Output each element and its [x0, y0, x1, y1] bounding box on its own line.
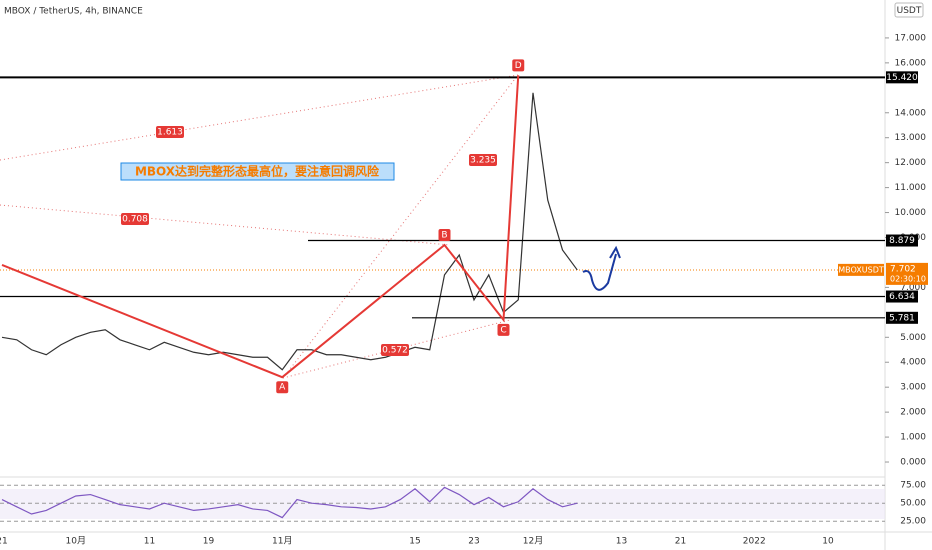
point-tag: [497, 323, 510, 336]
current-price-label: 7.702: [890, 264, 916, 274]
x-tick-label: 15: [409, 537, 420, 547]
y-tick-label: 10.000: [895, 208, 927, 218]
level-tag: [886, 71, 918, 84]
y-tick-label: 12.000: [895, 158, 927, 168]
level-label: 6.634: [889, 292, 915, 302]
y-tick-label: 3.000: [900, 383, 926, 393]
ratio-line: [0, 204, 451, 246]
ratio-label: 3.235: [470, 156, 496, 166]
ratio-tag: [469, 154, 497, 166]
ratio-label: 0.572: [382, 346, 408, 356]
point-label: A: [279, 383, 286, 393]
symbol-tag: [838, 263, 884, 276]
y-tick-label: 2.000: [900, 408, 926, 418]
currency-button[interactable]: [894, 2, 924, 18]
level-tag: [886, 234, 918, 247]
x-tick-label: 11月: [272, 536, 292, 547]
series-line: [1, 92, 578, 371]
ratio-label: 1.613: [157, 128, 183, 138]
x-tick-label: 23: [468, 537, 479, 547]
y-tick-label: 50.00: [900, 499, 926, 509]
y-tick-label: 25.00: [900, 517, 926, 527]
level-label: 5.781: [889, 313, 915, 323]
y-tick-label: 14.000: [895, 108, 927, 118]
y-tick-label: 7.000: [900, 283, 926, 293]
point-tag: [276, 381, 289, 394]
x-tick-label: 2022: [743, 537, 766, 547]
y-tick-label: 11.000: [895, 183, 927, 193]
series-line: [1, 486, 578, 519]
point-label: B: [441, 230, 447, 240]
y-tick-label: 1.000: [900, 433, 926, 443]
point-tag: [512, 59, 525, 72]
x-tick-label: 11: [144, 537, 155, 547]
rsi-band: [0, 489, 885, 519]
ratio-label: 0.708: [122, 215, 148, 225]
point-tag: [438, 228, 451, 241]
countdown: 02:30:10: [890, 274, 926, 283]
y-tick-label: 5.000: [900, 333, 926, 343]
symbol-label: MBOXUSDT: [838, 265, 884, 274]
ratio-tag: [156, 126, 184, 138]
x-tick-label: 10: [822, 537, 834, 547]
currency-label[interactable]: USDT: [897, 6, 922, 16]
x-tick-label: 12月: [523, 536, 543, 547]
x-tick-label: 21: [0, 537, 8, 547]
y-tick-label: 0.000: [900, 458, 926, 468]
y-tick-label: 4.000: [900, 358, 926, 368]
y-tick-label: 13.000: [895, 133, 927, 143]
chart-title: MBOX / TetherUS, 4h, BINANCE: [4, 7, 143, 17]
level-tag: [886, 311, 918, 324]
annotation-box: [120, 162, 395, 181]
x-tick-label: 10月: [66, 536, 86, 547]
level-label: 15.420: [886, 73, 918, 83]
pattern-line: [1, 75, 520, 379]
y-tick-label: 16.000: [895, 58, 927, 68]
y-tick-label: 17.000: [895, 33, 927, 43]
y-tick-label: 75.00: [900, 481, 926, 491]
x-tick-label: 13: [616, 537, 627, 547]
x-tick-label: 21: [675, 537, 686, 547]
current-price-mark: [886, 262, 928, 285]
projection-arrow: [582, 245, 621, 291]
level-tag: [886, 290, 918, 303]
point-label: C: [500, 325, 506, 335]
ratio-tag: [381, 344, 409, 356]
annotation: MBOX达到完整形态最高位，要注意回调风险: [135, 164, 380, 179]
ratio-tag: [121, 213, 149, 225]
point-label: D: [515, 61, 522, 71]
level-label: 8.879: [889, 236, 915, 246]
decorations: [0, 74, 885, 519]
x-tick-label: 19: [203, 537, 215, 547]
